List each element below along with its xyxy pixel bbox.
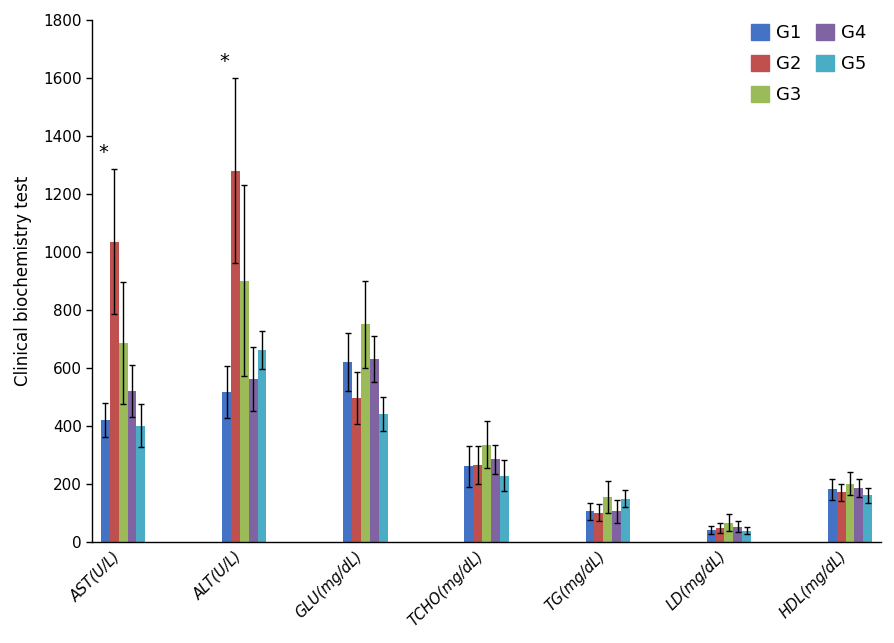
Text: *: *	[220, 51, 230, 71]
Bar	[110, 242, 119, 541]
Legend: G1, G2, G3, G4, G5: G1, G2, G3, G4, G5	[745, 19, 871, 109]
Bar	[845, 484, 854, 541]
Bar	[500, 476, 508, 541]
Bar	[473, 465, 482, 541]
Bar	[351, 398, 360, 541]
Bar	[342, 362, 351, 541]
Bar	[369, 359, 378, 541]
Bar	[714, 528, 723, 541]
Bar	[222, 392, 231, 541]
Bar	[136, 426, 145, 541]
Bar	[741, 530, 750, 541]
Bar	[128, 391, 136, 541]
Bar	[611, 511, 620, 541]
Bar	[585, 511, 594, 541]
Bar	[732, 527, 741, 541]
Bar	[249, 379, 257, 541]
Bar	[706, 530, 714, 541]
Text: *: *	[98, 143, 108, 162]
Bar	[231, 170, 240, 541]
Bar	[378, 414, 387, 541]
Bar	[482, 444, 491, 541]
Bar	[101, 420, 110, 541]
Bar	[827, 489, 836, 541]
Bar	[723, 523, 732, 541]
Bar	[863, 495, 872, 541]
Bar	[603, 496, 611, 541]
Bar	[360, 324, 369, 541]
Bar	[620, 499, 629, 541]
Bar	[257, 350, 266, 541]
Bar	[491, 459, 500, 541]
Bar	[594, 512, 603, 541]
Bar	[464, 466, 473, 541]
Y-axis label: Clinical biochemistry test: Clinical biochemistry test	[14, 176, 32, 386]
Bar	[836, 493, 845, 541]
Bar	[854, 488, 863, 541]
Bar	[240, 281, 249, 541]
Bar	[119, 343, 128, 541]
